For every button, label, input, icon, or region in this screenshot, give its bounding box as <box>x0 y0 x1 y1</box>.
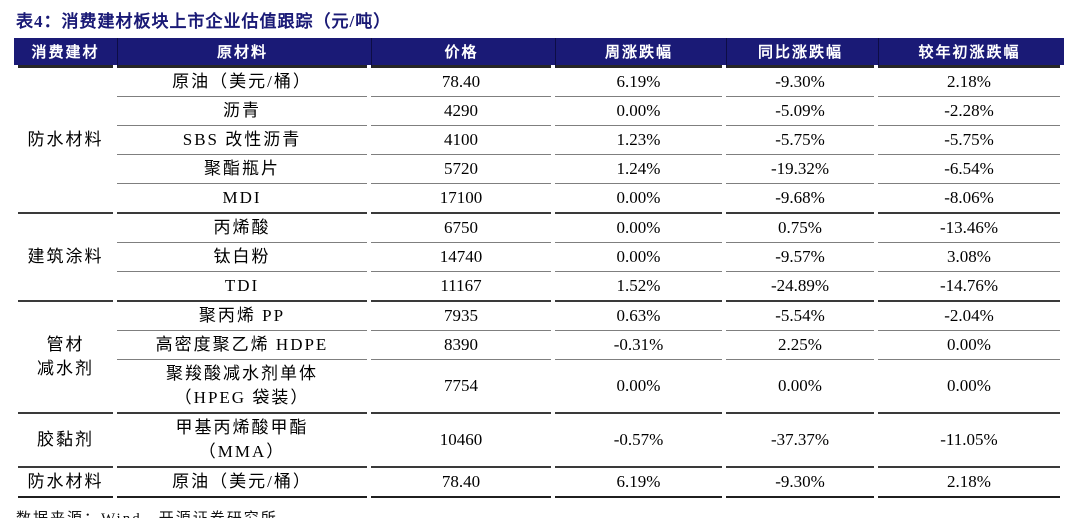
ytd-change-cell: 2.18% <box>878 468 1060 498</box>
price-cell: 4290 <box>371 97 551 126</box>
wow-change-cell: -0.57% <box>555 414 722 468</box>
yoy-change-cell: -9.30% <box>726 468 874 498</box>
wow-change-cell: 0.00% <box>555 243 722 272</box>
column-header-price: 价格 <box>371 38 551 68</box>
data-source-note: 数据来源：Wind、开源证券研究所 <box>16 507 1064 518</box>
yoy-change-cell: -5.09% <box>726 97 874 126</box>
wow-change-cell: 0.00% <box>555 97 722 126</box>
column-header-material: 原材料 <box>117 38 367 68</box>
wow-change-cell: 1.52% <box>555 272 722 302</box>
material-cell: TDI <box>117 272 367 302</box>
material-cell: 沥青 <box>117 97 367 126</box>
wow-change-cell: 0.63% <box>555 302 722 331</box>
table-row: 高密度聚乙烯 HDPE 8390 -0.31% 2.25% 0.00% <box>18 331 1060 360</box>
ytd-change-cell: -8.06% <box>878 184 1060 214</box>
yoy-change-cell: 0.75% <box>726 214 874 243</box>
materials-price-table: 消费建材 原材料 价格 周涨跌幅 同比涨跌幅 较年初涨跌幅 防水材料 原油（美元/… <box>14 38 1064 498</box>
wow-change-cell: -0.31% <box>555 331 722 360</box>
ytd-change-cell: -5.75% <box>878 126 1060 155</box>
material-cell: 甲基丙烯酸甲酯 （MMA） <box>117 414 367 468</box>
price-cell: 78.40 <box>371 468 551 498</box>
category-cell: 管材 减水剂 <box>18 302 113 414</box>
header-row: 消费建材 原材料 价格 周涨跌幅 同比涨跌幅 较年初涨跌幅 <box>18 38 1060 68</box>
ytd-change-cell: -13.46% <box>878 214 1060 243</box>
material-cell: 原油（美元/桶） <box>117 468 367 498</box>
material-cell: MDI <box>117 184 367 214</box>
column-header-category: 消费建材 <box>18 38 113 68</box>
ytd-change-cell: 0.00% <box>878 360 1060 414</box>
column-header-wow: 周涨跌幅 <box>555 38 722 68</box>
table-body: 防水材料 原油（美元/桶） 78.40 6.19% -9.30% 2.18% 沥青 4290 0… <box>18 68 1060 498</box>
table-row: 建筑涂料 丙烯酸 6750 0.00% 0.75% -13.46% <box>18 214 1060 302</box>
table-row: 聚酯瓶片 5720 1.24% -19.32% -6.54% <box>18 155 1060 184</box>
wow-change-cell: 6.19% <box>555 68 722 97</box>
table-row: 管材 减水剂 聚丙烯 PP 7935 0.63% -5.54% -2.04% <box>18 302 1060 414</box>
yoy-change-cell: -9.57% <box>726 243 874 272</box>
yoy-change-cell: -24.89% <box>726 272 874 302</box>
price-cell: 7754 <box>371 360 551 414</box>
price-cell: 5720 <box>371 155 551 184</box>
table-header: 消费建材 原材料 价格 周涨跌幅 同比涨跌幅 较年初涨跌幅 <box>18 38 1060 68</box>
yoy-change-cell: 0.00% <box>726 360 874 414</box>
ytd-change-cell: 2.18% <box>878 68 1060 97</box>
column-header-yoy: 同比涨跌幅 <box>726 38 874 68</box>
yoy-change-cell: -9.30% <box>726 68 874 97</box>
price-cell: 8390 <box>371 331 551 360</box>
price-cell: 7935 <box>371 302 551 331</box>
wow-change-cell: 0.00% <box>555 184 722 214</box>
yoy-change-cell: -5.75% <box>726 126 874 155</box>
ytd-change-cell: 3.08% <box>878 243 1060 272</box>
ytd-change-cell: 0.00% <box>878 331 1060 360</box>
ytd-change-cell: -6.54% <box>878 155 1060 184</box>
table-row: TDI 11167 1.52% -24.89% -14.76% <box>18 272 1060 302</box>
ytd-change-cell: -2.28% <box>878 97 1060 126</box>
category-cell: 胶黏剂 <box>18 414 113 468</box>
wow-change-cell: 1.23% <box>555 126 722 155</box>
price-cell: 14740 <box>371 243 551 272</box>
category-cell: 建筑涂料 <box>18 214 113 302</box>
table-row: 聚羧酸减水剂单体 （HPEG 袋装） 7754 0.00% 0.00% 0.00% <box>18 360 1060 414</box>
ytd-change-cell: -11.05% <box>878 414 1060 468</box>
material-cell: 聚酯瓶片 <box>117 155 367 184</box>
material-cell: 聚羧酸减水剂单体 （HPEG 袋装） <box>117 360 367 414</box>
column-header-ytd: 较年初涨跌幅 <box>878 38 1060 68</box>
material-cell: SBS 改性沥青 <box>117 126 367 155</box>
ytd-change-cell: -14.76% <box>878 272 1060 302</box>
price-cell: 10460 <box>371 414 551 468</box>
price-cell: 4100 <box>371 126 551 155</box>
table-title: 表4：消费建材板块上市企业估值跟踪（元/吨） <box>16 12 392 31</box>
table-row: 钛白粉 14740 0.00% -9.57% 3.08% <box>18 243 1060 272</box>
price-cell: 6750 <box>371 214 551 243</box>
yoy-change-cell: -37.37% <box>726 414 874 468</box>
table-row: 沥青 4290 0.00% -5.09% -2.28% <box>18 97 1060 126</box>
wow-change-cell: 0.00% <box>555 214 722 243</box>
table-row: 防水材料 原油（美元/桶） 78.40 6.19% -9.30% 2.18% <box>18 468 1060 498</box>
material-cell: 原油（美元/桶） <box>117 68 367 97</box>
table-row: SBS 改性沥青 4100 1.23% -5.75% -5.75% <box>18 126 1060 155</box>
yoy-change-cell: -5.54% <box>726 302 874 331</box>
category-cell: 防水材料 <box>18 468 113 498</box>
wow-change-cell: 0.00% <box>555 360 722 414</box>
price-cell: 78.40 <box>371 68 551 97</box>
wow-change-cell: 6.19% <box>555 468 722 498</box>
table-row: MDI 17100 0.00% -9.68% -8.06% <box>18 184 1060 214</box>
table-row: 胶黏剂 甲基丙烯酸甲酯 （MMA） 10460 -0.57% -37.37% -11.05… <box>18 414 1060 468</box>
material-cell: 钛白粉 <box>117 243 367 272</box>
ytd-change-cell: -2.04% <box>878 302 1060 331</box>
table-row: 防水材料 原油（美元/桶） 78.40 6.19% -9.30% 2.18% <box>18 68 1060 214</box>
category-cell: 防水材料 <box>18 68 113 214</box>
material-cell: 聚丙烯 PP <box>117 302 367 331</box>
yoy-change-cell: -19.32% <box>726 155 874 184</box>
wow-change-cell: 1.24% <box>555 155 722 184</box>
yoy-change-cell: -9.68% <box>726 184 874 214</box>
material-cell: 丙烯酸 <box>117 214 367 243</box>
material-cell: 高密度聚乙烯 HDPE <box>117 331 367 360</box>
price-cell: 17100 <box>371 184 551 214</box>
price-cell: 11167 <box>371 272 551 302</box>
yoy-change-cell: 2.25% <box>726 331 874 360</box>
